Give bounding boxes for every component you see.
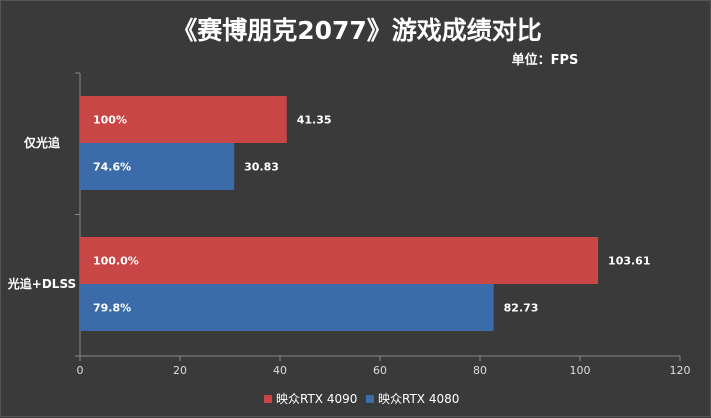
bar-value-label: 82.73	[504, 302, 539, 315]
legend: 映众RTX 4090 映众RTX 4080	[264, 392, 459, 406]
bar-value-label: 41.35	[297, 114, 332, 127]
category-label: 光追+DLSS	[7, 276, 76, 291]
plot-area: 0 20 40 60 80 100 120 仅光追 100% 41.35 74.6% 30.83 光追+…	[7, 72, 691, 377]
legend-label: 映众RTX 4090	[276, 392, 357, 406]
category-label: 仅光追	[23, 135, 61, 150]
bar-percent-label: 79.8%	[93, 302, 131, 315]
x-tick-label: 20	[173, 364, 187, 377]
x-tick-label: 100	[570, 364, 591, 377]
legend-swatch	[264, 395, 272, 403]
x-tick-label: 120	[670, 364, 691, 377]
legend-swatch	[366, 395, 374, 403]
bar-percent-label: 74.6%	[93, 161, 131, 174]
x-tick-label: 80	[473, 364, 487, 377]
bar	[80, 96, 287, 143]
unit-label: 单位：FPS	[512, 52, 579, 68]
chart-title: 《赛博朋克2077》游戏成绩对比	[172, 16, 542, 45]
bar	[80, 284, 494, 331]
bar	[80, 143, 235, 190]
x-tick-label: 0	[77, 364, 84, 377]
bar-percent-label: 100.0%	[93, 255, 139, 268]
x-tick-label: 40	[273, 364, 287, 377]
bar-percent-label: 100%	[93, 114, 127, 127]
legend-label: 映众RTX 4080	[378, 392, 459, 406]
bar	[80, 237, 599, 284]
x-tick-label: 60	[373, 364, 387, 377]
bar-value-label: 103.61	[608, 255, 650, 268]
bar-value-label: 30.83	[244, 161, 279, 174]
